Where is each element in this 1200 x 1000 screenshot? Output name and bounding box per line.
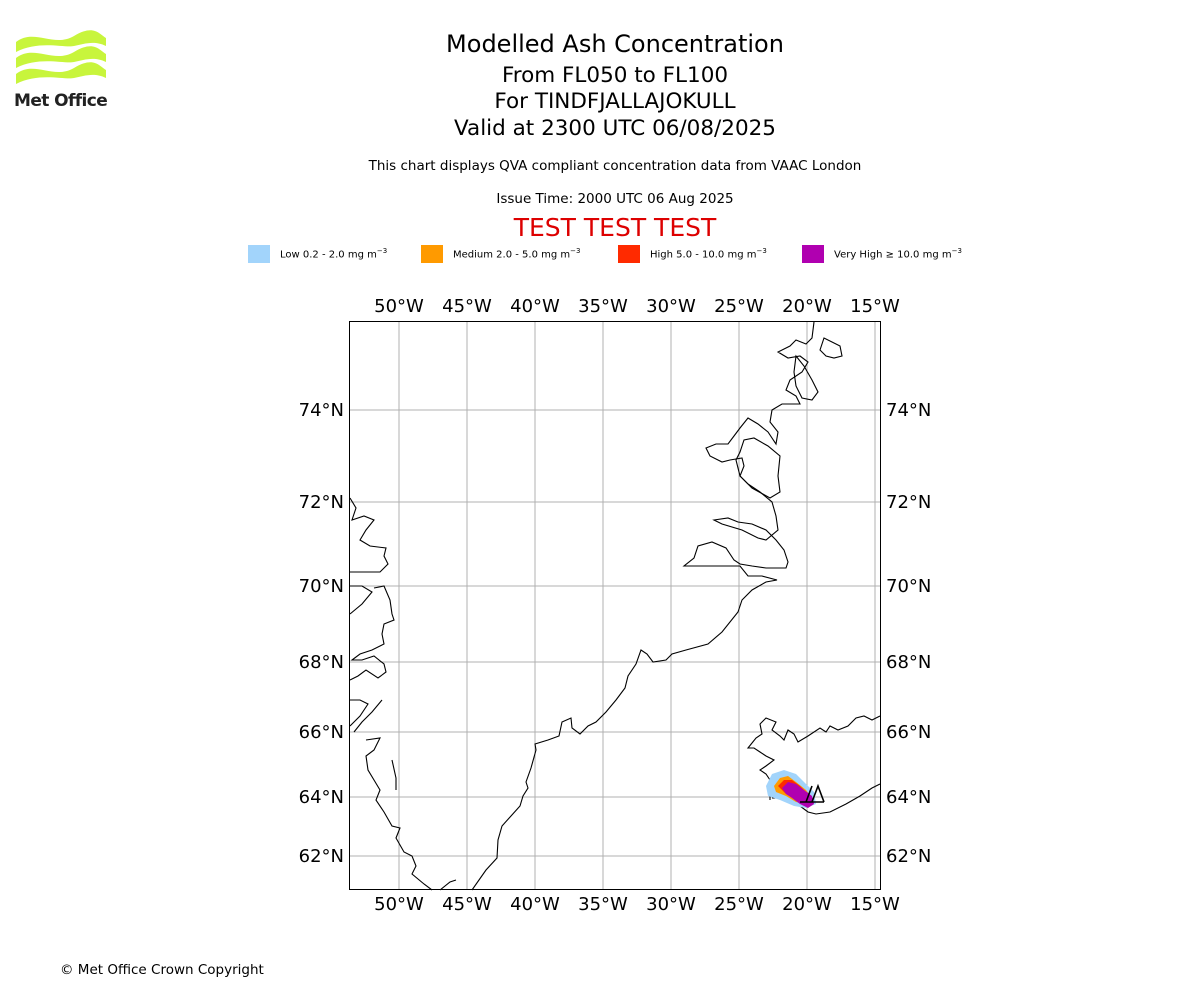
lon-label-bottom: 25°W <box>714 894 764 915</box>
map-frame <box>349 321 881 890</box>
greenland-island-1 <box>735 437 781 499</box>
legend-swatch-high <box>618 245 640 263</box>
logo-text: Met Office <box>14 91 108 111</box>
lat-label-right: 64°N <box>886 787 931 808</box>
legend-label-high: High 5.0 - 10.0 mg m−3 <box>650 247 767 261</box>
axis-labels: 50°W 50°W 45°W 45°W 40°W 40°W 35°W 35°W 30°W 30°W… <box>299 296 932 915</box>
lat-label-right: 72°N <box>886 492 931 513</box>
lon-label-bottom: 50°W <box>374 894 424 915</box>
lat-label-right: 66°N <box>886 722 931 743</box>
lon-label-bottom: 20°W <box>782 894 832 915</box>
legend-label-medium: Medium 2.0 - 5.0 mg m−3 <box>453 247 581 261</box>
lon-label-bottom: 45°W <box>442 894 492 915</box>
legend-item-high: High 5.0 - 10.0 mg m−3 <box>618 244 767 264</box>
volcano-marker-icon <box>800 783 825 803</box>
greenland-island-3 <box>819 337 843 359</box>
copyright-text: © Met Office Crown Copyright <box>60 962 264 978</box>
lat-label-left: 74°N <box>299 400 344 421</box>
legend-label-low: Low 0.2 - 2.0 mg m−3 <box>280 247 388 261</box>
volcano-name: For TINDFJALLAJOKULL <box>494 89 736 114</box>
legend-swatch-medium <box>421 245 443 263</box>
lat-label-right: 62°N <box>886 846 931 867</box>
lon-label-top: 50°W <box>374 296 424 317</box>
lon-label-bottom: 35°W <box>578 894 628 915</box>
lat-label-left: 70°N <box>299 576 344 597</box>
lat-label-left: 62°N <box>299 846 344 867</box>
issue-time: Issue Time: 2000 UTC 06 Aug 2025 <box>496 191 734 207</box>
lon-label-bottom: 30°W <box>646 894 696 915</box>
lon-label-top: 35°W <box>578 296 628 317</box>
lat-label-left: 68°N <box>299 652 344 673</box>
graticule <box>349 321 881 890</box>
lat-label-left: 64°N <box>299 787 344 808</box>
lon-label-top: 40°W <box>510 296 560 317</box>
lon-label-bottom: 40°W <box>510 894 560 915</box>
disclaimer-text: This chart displays QVA compliant concen… <box>368 158 862 174</box>
legend-item-very-high: Very High ≥ 10.0 mg m−3 <box>802 244 962 264</box>
legend-label-very-high: Very High ≥ 10.0 mg m−3 <box>834 247 962 261</box>
lon-label-top: 30°W <box>646 296 696 317</box>
lon-label-top: 25°W <box>714 296 764 317</box>
legend-swatch-very-high <box>802 245 824 263</box>
lon-label-top: 15°W <box>850 296 900 317</box>
greenland-east-coast <box>471 321 815 891</box>
chart-title: Modelled Ash Concentration <box>446 30 784 58</box>
legend-swatch-low <box>248 245 270 263</box>
lon-label-top: 45°W <box>442 296 492 317</box>
legend-item-low: Low 0.2 - 2.0 mg m−3 <box>248 244 387 264</box>
lon-label-top: 20°W <box>782 296 832 317</box>
met-office-logo-icon <box>16 30 106 84</box>
lat-label-left: 72°N <box>299 492 344 513</box>
lat-label-right: 68°N <box>886 652 931 673</box>
greenland-island-2 <box>793 354 819 401</box>
lat-label-right: 74°N <box>886 400 931 421</box>
legend-item-medium: Medium 2.0 - 5.0 mg m−3 <box>421 244 580 264</box>
greenland-west-coast <box>349 497 457 891</box>
coastlines <box>349 321 881 891</box>
lat-label-left: 66°N <box>299 722 344 743</box>
flight-levels: From FL050 to FL100 <box>501 63 729 88</box>
lat-label-right: 70°N <box>886 576 931 597</box>
legend: Low 0.2 - 2.0 mg m−3 Medium 2.0 - 5.0 mg… <box>0 244 1200 264</box>
valid-time: Valid at 2300 UTC 06/08/2025 <box>453 116 776 141</box>
test-banner: TEST TEST TEST <box>513 213 717 242</box>
lon-label-bottom: 15°W <box>850 894 900 915</box>
